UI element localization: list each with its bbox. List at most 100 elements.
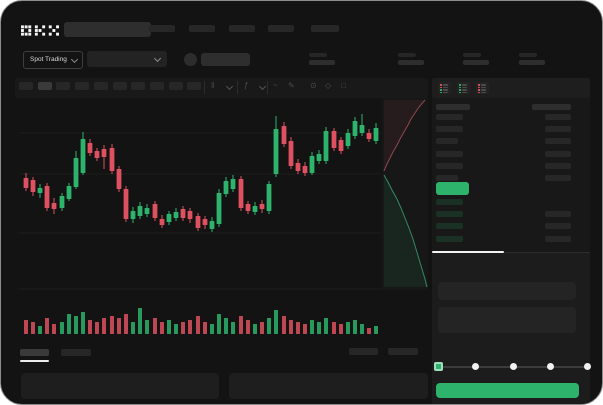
line-cell [481,84,486,86]
slider-stop-4[interactable] [584,363,592,370]
chevron-down-icon [153,54,162,63]
timeframe-button-7[interactable] [149,82,164,90]
last-price-badge[interactable] [436,182,469,195]
toolbar-divider [204,81,205,94]
bid-row-price-1[interactable] [436,211,463,218]
ask-row-price-2[interactable] [436,138,458,145]
ask-row-price-5[interactable] [436,175,458,181]
green-cell [440,91,442,93]
ask-row-amount-5 [545,175,571,181]
bottom-tab[interactable] [61,349,91,356]
orderbook-col-header-amount [532,104,571,110]
buy-submit-button[interactable] [436,383,579,398]
okx-logo[interactable] [21,25,59,36]
orderbook-both-icon[interactable] [438,82,451,94]
line-tool-icon[interactable]: ~ [273,81,278,90]
trade-tabs-border [432,252,590,253]
timeframe-button-2[interactable] [56,82,71,90]
ask-row-price-0[interactable] [436,114,463,120]
bottom-tab-active[interactable] [20,349,49,356]
line-cell [443,89,448,91]
stat-value-2 [463,60,489,65]
toolbar-divider [237,81,238,94]
timeframe-button-3[interactable] [75,82,90,90]
stat-label-2 [463,53,481,57]
line-cell [481,89,486,91]
nav-item-4[interactable] [311,25,339,32]
slider-stop-2[interactable] [509,363,517,370]
line-cell [462,84,467,86]
indicator-icon[interactable]: ƒ [244,81,249,90]
red-cell [478,91,480,93]
fullscreen-icon[interactable]: □ [341,81,346,90]
header-action-button[interactable] [201,53,250,66]
ask-row-amount-0 [545,114,571,120]
bid-row-price-3[interactable] [436,235,463,242]
timeframe-button-1[interactable] [37,82,52,90]
red-cell [440,84,442,86]
line-cell [462,86,467,88]
bid-row-amount-1 [545,211,571,218]
chart-footer-link[interactable] [388,348,418,355]
slider-stop-1[interactable] [472,363,480,370]
stat-label-3 [519,53,537,57]
timeframe-button-6[interactable] [131,82,146,90]
green-cell [459,84,461,86]
nav-item-0[interactable] [149,25,175,32]
ask-row-price-3[interactable] [436,150,463,157]
red-cell [440,86,442,88]
ask-row-amount-4 [545,162,571,169]
slider-handle[interactable] [434,362,443,371]
bid-row-price-2[interactable] [436,223,463,230]
search-input[interactable] [64,22,151,37]
green-cell [459,86,461,88]
stat-value-0 [309,60,335,65]
line-cell [462,91,467,93]
orderbook-header [432,78,590,98]
slider-stop-3[interactable] [546,363,554,370]
line-cell [481,86,486,88]
price-chart[interactable] [15,98,428,338]
settings-icon[interactable]: ◇ [325,81,332,90]
ask-row-price-1[interactable] [436,126,463,133]
bottom-panel [229,373,428,399]
camera-icon[interactable]: ⊙ [310,81,317,90]
green-cell [459,89,461,91]
nav-item-3[interactable] [268,25,294,32]
bid-row-amount-3 [545,235,571,242]
timeframe-button-5[interactable] [112,82,127,90]
market-type-selector[interactable]: Spot Trading [23,51,83,69]
red-cell [478,84,480,86]
pair-dropdown[interactable] [87,51,167,67]
price-input[interactable] [438,282,576,300]
timeframe-button-0[interactable] [19,82,33,90]
avatar[interactable] [184,53,197,66]
bid-row-price-0[interactable] [436,199,463,205]
red-cell [478,89,480,91]
draw-icon[interactable]: ✎ [288,81,295,90]
ask-row-amount-1 [545,126,571,133]
ask-row-price-4[interactable] [436,162,463,169]
nav-item-1[interactable] [189,25,215,32]
line-cell [443,86,448,88]
chevron-down-icon [70,55,79,64]
chart-style-icon[interactable]: ‖ [211,81,215,90]
buy-tab-indicator [432,251,504,253]
bottom-tab-indicator [20,360,49,362]
stat-label-0 [309,53,327,57]
timeframe-button-8[interactable] [168,82,183,90]
market-type-label: Spot Trading [30,56,67,63]
ask-row-amount-2 [545,138,571,145]
timeframe-button-4[interactable] [93,82,108,90]
orderbook-col-header-price [436,104,470,110]
toolbar-divider [267,81,268,94]
orderbook-bids-icon[interactable] [457,82,470,94]
orderbook-asks-icon[interactable] [476,82,489,94]
chart-footer-link[interactable] [349,348,378,355]
line-cell [443,84,448,86]
amount-input[interactable] [438,307,576,333]
timeframe-button-9[interactable] [187,82,202,90]
nav-item-2[interactable] [229,25,255,32]
line-cell [462,89,467,91]
